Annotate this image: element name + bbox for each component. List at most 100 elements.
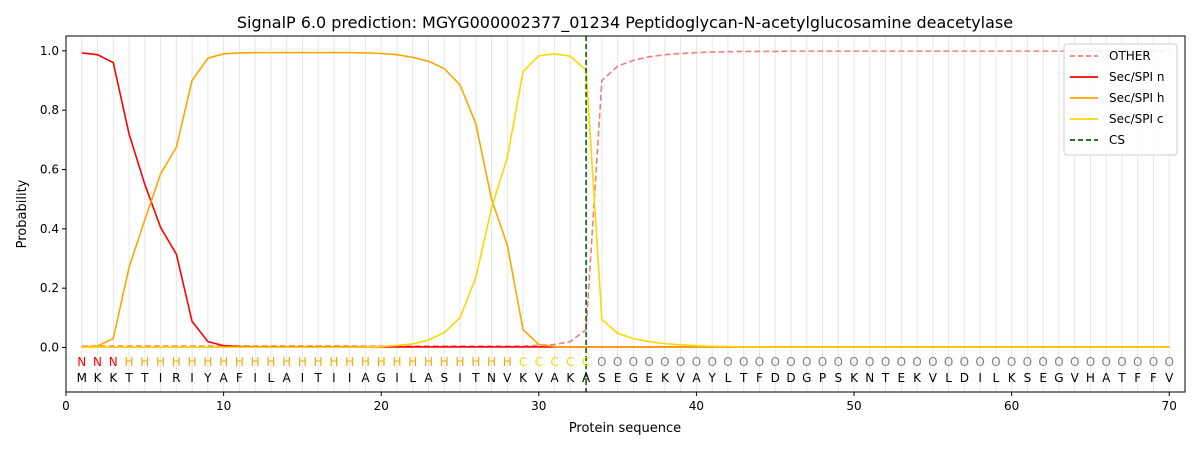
region-label: O xyxy=(849,355,858,369)
region-label: O xyxy=(928,355,937,369)
region-label: H xyxy=(314,355,323,369)
region-label: H xyxy=(172,355,181,369)
residue-label: L xyxy=(268,371,275,385)
y-tick-label: 0.0 xyxy=(40,341,59,355)
y-tick-label: 1.0 xyxy=(40,44,59,58)
region-label: O xyxy=(834,355,843,369)
residue-label: V xyxy=(1165,371,1174,385)
plot-frame xyxy=(65,35,1186,393)
region-label: H xyxy=(298,355,307,369)
region-label: O xyxy=(739,355,748,369)
region-label: H xyxy=(345,355,354,369)
region-label: H xyxy=(503,355,512,369)
residue-label: A xyxy=(1102,371,1111,385)
residue-label: Y xyxy=(203,371,212,385)
residue-label: K xyxy=(850,371,859,385)
region-label: O xyxy=(881,355,890,369)
region-label: N xyxy=(109,355,118,369)
residue-label: T xyxy=(881,371,890,385)
residue-label: D xyxy=(786,371,795,385)
chart-title: SignalP 6.0 prediction: MGYG000002377_01… xyxy=(237,13,1013,33)
region-label: H xyxy=(471,355,480,369)
residue-label: T xyxy=(739,371,748,385)
legend-label: Sec/SPI c xyxy=(1109,112,1163,126)
residue-label: A xyxy=(283,371,292,385)
region-label: O xyxy=(1149,355,1158,369)
axes: 0 10 20 30 40 50 60 70 0.0 0.2 0.4 0.6 0.8 1.0 xyxy=(40,44,1177,413)
region-label: O xyxy=(897,355,906,369)
residue-label: I xyxy=(348,371,352,385)
residue-label: K xyxy=(94,371,103,385)
residue-label: K xyxy=(519,371,528,385)
residue-label: I xyxy=(458,371,462,385)
residue-label: L xyxy=(725,371,732,385)
residue-label: S xyxy=(598,371,606,385)
legend-box xyxy=(1063,43,1178,156)
region-label: O xyxy=(960,355,969,369)
region-label: O xyxy=(597,355,606,369)
region-label: H xyxy=(392,355,401,369)
series-line-0 xyxy=(81,50,1170,347)
region-label: O xyxy=(723,355,732,369)
region-label: O xyxy=(644,355,653,369)
region-label: C xyxy=(550,355,558,369)
residue-label: G xyxy=(1054,371,1063,385)
region-label: O xyxy=(1133,355,1142,369)
region-label: O xyxy=(629,355,638,369)
region-label: O xyxy=(1054,355,1063,369)
residue-label: M xyxy=(77,371,87,385)
residue-label: F xyxy=(1134,371,1141,385)
residue-label: E xyxy=(645,371,653,385)
residue-label: G xyxy=(802,371,811,385)
residue-label: A xyxy=(692,371,701,385)
x-tick-label: 50 xyxy=(846,399,861,413)
region-label: O xyxy=(818,355,827,369)
residue-label: L xyxy=(993,371,1000,385)
region-label: O xyxy=(692,355,701,369)
region-label: O xyxy=(707,355,716,369)
region-label: N xyxy=(93,355,102,369)
region-label: H xyxy=(156,355,165,369)
region-label: H xyxy=(188,355,197,369)
region-label: O xyxy=(676,355,685,369)
region-label: O xyxy=(770,355,779,369)
residue-label: R xyxy=(172,371,180,385)
residue-label: A xyxy=(582,371,591,385)
region-label: O xyxy=(786,355,795,369)
residue-label: G xyxy=(629,371,638,385)
region-label: H xyxy=(455,355,464,369)
region-label: C xyxy=(566,355,574,369)
residue-label: A xyxy=(361,371,370,385)
region-label: O xyxy=(660,355,669,369)
series-line-3 xyxy=(81,52,1170,349)
residue-label: T xyxy=(140,371,149,385)
residue-label: K xyxy=(109,371,118,385)
residue-label: H xyxy=(1086,371,1095,385)
residue-label: V xyxy=(535,371,544,385)
residue-label: P xyxy=(819,371,826,385)
region-label: O xyxy=(1086,355,1095,369)
residue-label: K xyxy=(661,371,670,385)
residue-label: Y xyxy=(708,371,717,385)
y-axis-label: Probability xyxy=(15,179,30,248)
region-label: H xyxy=(203,355,212,369)
region-label: H xyxy=(408,355,417,369)
region-label: H xyxy=(219,355,228,369)
legend-label: CS xyxy=(1109,133,1125,147)
residue-label: V xyxy=(677,371,686,385)
region-label: H xyxy=(125,355,134,369)
region-label: H xyxy=(424,355,433,369)
residue-label: V xyxy=(929,371,938,385)
region-label: O xyxy=(1023,355,1032,369)
region-label: N xyxy=(77,355,86,369)
y-tick-label: 0.8 xyxy=(40,103,59,117)
residue-label: L xyxy=(945,371,952,385)
region-label: H xyxy=(282,355,291,369)
region-label: O xyxy=(755,355,764,369)
region-label: O xyxy=(944,355,953,369)
residue-label: F xyxy=(236,371,243,385)
region-label: O xyxy=(1038,355,1047,369)
legend: OTHER Sec/SPI n Sec/SPI h Sec/SPI c CS xyxy=(1063,43,1178,156)
residue-label: A xyxy=(424,371,433,385)
